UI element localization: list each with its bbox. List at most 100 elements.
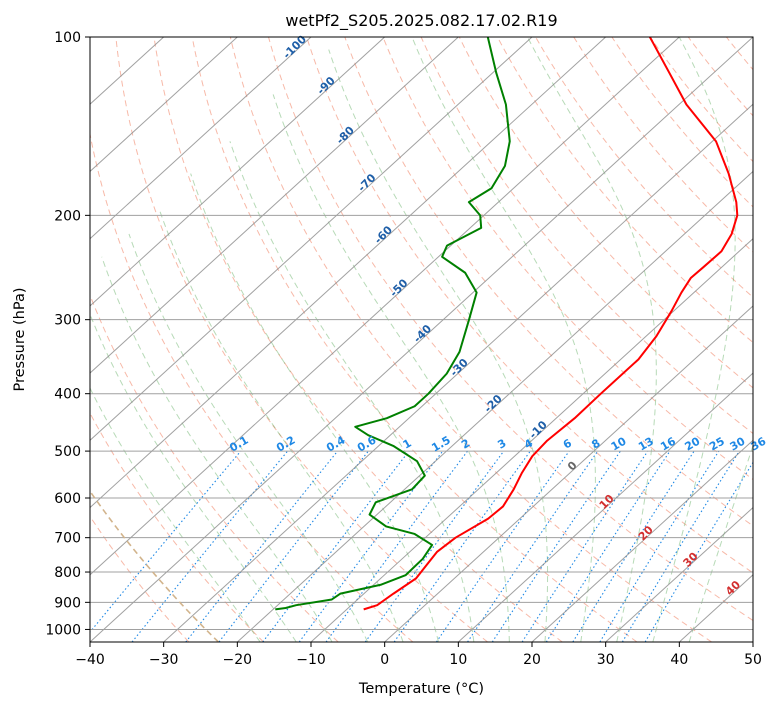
isotherm (90, 37, 533, 442)
x-tick-label: 50 (744, 652, 762, 668)
dry-adiabat (382, 37, 753, 481)
dry-adiabat (115, 37, 488, 642)
dry-adiabat (90, 293, 339, 642)
isotherm (310, 237, 753, 642)
mixing-ratio-line (545, 450, 671, 642)
isotherm (90, 37, 607, 509)
isotherm (236, 170, 753, 642)
moist-adiabat (101, 256, 333, 642)
isotherm (531, 439, 753, 642)
x-tick-label: −40 (75, 652, 105, 668)
mixing-ratio-line (218, 450, 369, 642)
mixing-ratio-label: 1 (401, 437, 414, 452)
isotherm-label: -80 (334, 124, 357, 147)
plot-frame (89, 36, 754, 643)
moist-adiabat (272, 94, 510, 642)
mixing-ratio-line (185, 450, 338, 642)
x-tick-label: 40 (670, 652, 688, 668)
dry-adiabat (611, 37, 753, 208)
isotherm-label: -40 (411, 322, 434, 345)
isotherm (457, 372, 753, 642)
mixing-ratio-line (621, 450, 740, 642)
temperature-profile-line (363, 37, 739, 611)
isotherm (163, 103, 753, 642)
isotherm-label: -60 (372, 223, 395, 246)
isotherm (752, 641, 753, 642)
dry-adiabat (687, 37, 753, 117)
x-tick-label: 30 (597, 652, 615, 668)
isotherm (90, 37, 680, 576)
mixing-ratio-line (491, 450, 621, 642)
isotherm-label: -90 (315, 74, 338, 97)
dry-adiabat (458, 37, 753, 389)
mixing-ratio-line (599, 450, 720, 642)
y-tick-label: 400 (54, 387, 81, 403)
chart-title: wetPf2_S205.2025.082.17.02.R19 (285, 11, 557, 31)
moist-adiabat (90, 313, 297, 642)
isotherm-label: -30 (448, 356, 471, 379)
isotherm (90, 37, 459, 374)
positive-isotherm-label: 20 (636, 523, 656, 543)
isotherm (605, 506, 753, 642)
background-grid (90, 37, 775, 642)
x-tick-label: −30 (149, 652, 179, 668)
y-tick-label: 700 (54, 531, 81, 547)
mixing-ratio-line (435, 450, 570, 642)
dry-adiabat (765, 37, 775, 642)
isotherm (90, 37, 312, 240)
x-tick-label: −10 (296, 652, 326, 668)
dry-adiabat (306, 37, 753, 574)
y-axis-title: Pressure (hPa) (12, 287, 28, 391)
x-tick-label: 20 (523, 652, 541, 668)
y-axis-ticks: 100 200 300 400 500 600 700 800 900 1000 (45, 30, 90, 638)
mixing-ratio-line (298, 450, 444, 642)
dry-adiabat (725, 37, 753, 71)
y-tick-label: 1000 (45, 622, 81, 638)
dry-adiabat (90, 412, 264, 642)
mixing-ratio-label: 6 (561, 436, 574, 451)
mixing-ratio-line (325, 450, 468, 642)
isotherm-label: -10 (527, 418, 550, 441)
x-tick-label: −20 (223, 652, 253, 668)
mixing-ratio-line (90, 450, 242, 633)
dry-adiabat (573, 37, 753, 253)
positive-isotherm-label: 40 (723, 578, 743, 598)
positive-isotherm-label: 10 (597, 492, 617, 512)
moist-adiabat (688, 443, 753, 642)
y-tick-label: 500 (54, 444, 81, 460)
dry-adiabat (420, 37, 753, 435)
y-tick-label: 600 (54, 491, 81, 507)
isotherm (90, 37, 753, 642)
dry-adiabat (90, 515, 190, 642)
isotherm-label: -20 (482, 392, 505, 415)
isotherm-label: -50 (387, 276, 410, 299)
y-tick-label: 800 (54, 565, 81, 581)
mixing-ratio-label: 3 (495, 437, 508, 452)
dry-adiabat (153, 37, 563, 642)
y-tick-label: 200 (54, 208, 81, 224)
y-tick-label: 100 (54, 30, 81, 46)
x-axis-title: Temperature (°C) (358, 681, 484, 697)
mixing-ratio-line (262, 450, 410, 642)
mixing-ratio-line (521, 450, 649, 642)
mixing-ratio-label: 8 (589, 437, 602, 452)
dry-adiabat (229, 37, 712, 642)
y-tick-label: 900 (54, 595, 81, 611)
mixing-ratio-line (467, 450, 599, 642)
isotherm (90, 37, 238, 173)
profile-lines (275, 37, 739, 611)
moist-adiabat (411, 37, 596, 642)
dry-adiabat (191, 37, 638, 642)
dry-adiabat (496, 37, 753, 344)
moist-adiabat (158, 208, 404, 642)
isotherm (90, 37, 386, 307)
dry-adiabat (344, 37, 753, 527)
y-tick-label: 300 (54, 313, 81, 329)
positive-isotherm-label: 30 (681, 549, 701, 569)
x-axis-ticks: −40 −30 −20 −10 0 10 20 30 40 50 (75, 642, 762, 668)
dry-adiabat (268, 37, 753, 622)
moist-adiabat (90, 386, 261, 642)
mixing-ratio-line (131, 450, 289, 642)
moist-adiabat (652, 37, 736, 642)
